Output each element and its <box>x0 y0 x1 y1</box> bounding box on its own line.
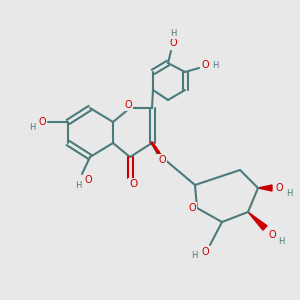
Polygon shape <box>248 212 267 230</box>
Text: O: O <box>188 203 196 213</box>
Text: O: O <box>124 100 132 110</box>
Text: O: O <box>268 230 276 240</box>
Text: O: O <box>84 175 92 185</box>
Text: H: H <box>170 29 176 38</box>
Text: O: O <box>201 247 209 257</box>
Text: O: O <box>38 117 46 127</box>
Text: O: O <box>158 155 166 165</box>
Text: O: O <box>129 179 137 189</box>
Text: O: O <box>275 183 283 193</box>
Text: O: O <box>201 60 209 70</box>
Polygon shape <box>258 185 272 191</box>
Text: H: H <box>278 236 284 245</box>
Text: O: O <box>169 38 177 48</box>
Text: H: H <box>29 124 35 133</box>
Text: H: H <box>286 190 292 199</box>
Text: H: H <box>212 61 218 70</box>
Text: H: H <box>75 182 81 190</box>
Text: H: H <box>191 251 197 260</box>
